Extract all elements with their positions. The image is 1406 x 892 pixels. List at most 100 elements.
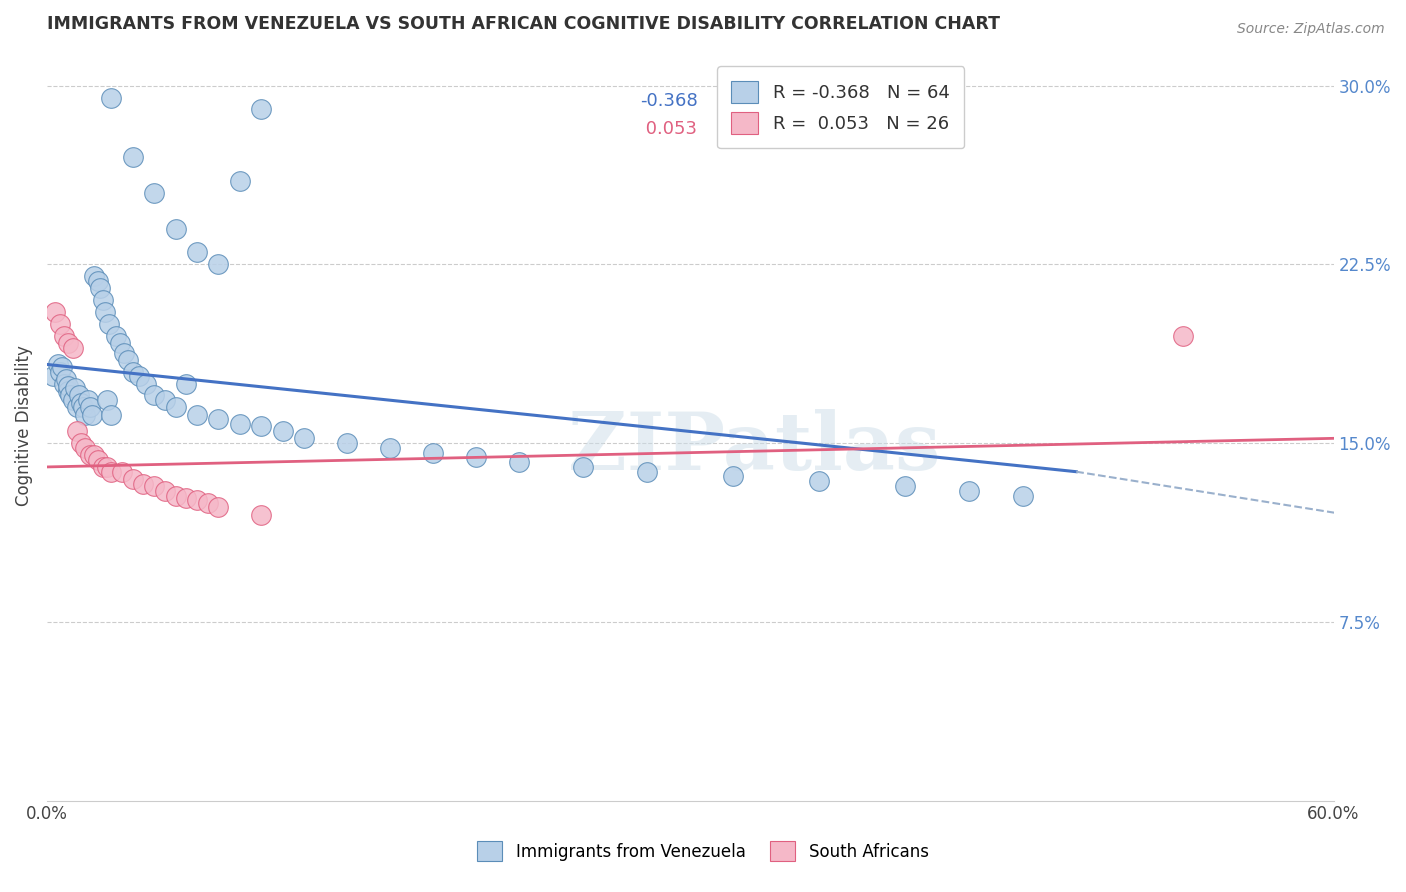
Point	[79, 448, 101, 462]
Point	[121, 472, 143, 486]
Point	[53, 329, 76, 343]
Point	[62, 341, 84, 355]
Point	[174, 376, 197, 391]
Text: 64: 64	[765, 92, 787, 110]
Point	[53, 376, 76, 391]
Point	[207, 257, 229, 271]
Point	[58, 336, 80, 351]
Point	[100, 465, 122, 479]
Point	[292, 431, 315, 445]
Point	[58, 384, 80, 398]
Point	[250, 419, 273, 434]
Point	[111, 465, 134, 479]
Point	[250, 508, 273, 522]
Point	[49, 365, 72, 379]
Point	[67, 388, 90, 402]
Point	[271, 424, 294, 438]
Point	[49, 317, 72, 331]
Point	[143, 186, 166, 200]
Point	[128, 369, 150, 384]
Point	[108, 336, 131, 351]
Point	[42, 369, 65, 384]
Point	[58, 379, 80, 393]
Point	[98, 317, 121, 331]
Point	[132, 476, 155, 491]
Point	[44, 305, 66, 319]
Point	[87, 452, 110, 467]
Point	[143, 388, 166, 402]
Point	[186, 245, 208, 260]
Point	[87, 274, 110, 288]
Point	[378, 441, 401, 455]
Point	[229, 417, 252, 431]
Point	[51, 359, 73, 374]
Point	[76, 393, 98, 408]
Point	[91, 459, 114, 474]
Text: ZIPatlas: ZIPatlas	[568, 409, 941, 487]
Point	[80, 408, 103, 422]
Point	[508, 455, 530, 469]
Point	[63, 381, 86, 395]
Point	[79, 401, 101, 415]
Point	[229, 174, 252, 188]
Point	[66, 424, 89, 438]
Point	[957, 483, 980, 498]
Text: IMMIGRANTS FROM VENEZUELA VS SOUTH AFRICAN COGNITIVE DISABILITY CORRELATION CHAR: IMMIGRANTS FROM VENEZUELA VS SOUTH AFRIC…	[46, 15, 1000, 33]
Point	[91, 293, 114, 307]
Point	[422, 445, 444, 459]
Point	[75, 408, 97, 422]
Point	[117, 352, 139, 367]
Point	[1173, 329, 1195, 343]
Point	[46, 358, 69, 372]
Point	[153, 483, 176, 498]
Point	[207, 500, 229, 515]
Point	[165, 221, 187, 235]
Point	[100, 90, 122, 104]
Point	[464, 450, 486, 465]
Point	[72, 401, 94, 415]
Point	[186, 408, 208, 422]
Y-axis label: Cognitive Disability: Cognitive Disability	[15, 345, 32, 506]
Point	[207, 412, 229, 426]
Point	[165, 489, 187, 503]
Point	[100, 408, 122, 422]
Text: 0.053: 0.053	[640, 120, 697, 138]
Point	[174, 491, 197, 505]
Point	[197, 496, 219, 510]
Point	[572, 459, 595, 474]
Point	[135, 376, 157, 391]
Point	[721, 469, 744, 483]
Point	[55, 372, 77, 386]
Point	[59, 388, 82, 402]
Text: Source: ZipAtlas.com: Source: ZipAtlas.com	[1237, 22, 1385, 37]
Point	[96, 393, 118, 408]
Point	[636, 465, 658, 479]
Point	[94, 305, 117, 319]
Point	[89, 281, 111, 295]
Point	[143, 479, 166, 493]
Point	[83, 448, 105, 462]
Text: 26: 26	[765, 120, 787, 138]
Point	[336, 436, 359, 450]
Point	[153, 393, 176, 408]
Point	[121, 150, 143, 164]
Legend: Immigrants from Venezuela, South Africans: Immigrants from Venezuela, South African…	[464, 828, 942, 875]
Point	[75, 441, 97, 455]
Point	[186, 493, 208, 508]
Point	[250, 103, 273, 117]
Legend: R = -0.368   N = 64, R =  0.053   N = 26: R = -0.368 N = 64, R = 0.053 N = 26	[717, 66, 965, 148]
Point	[96, 459, 118, 474]
Point	[1011, 489, 1033, 503]
Point	[83, 269, 105, 284]
Point	[121, 365, 143, 379]
Point	[70, 395, 93, 409]
Point	[66, 401, 89, 415]
Text: -0.368: -0.368	[640, 92, 697, 110]
Point	[807, 475, 830, 489]
Point	[165, 401, 187, 415]
Point	[112, 345, 135, 359]
Point	[62, 393, 84, 408]
Point	[893, 479, 915, 493]
Point	[104, 329, 127, 343]
Point	[70, 436, 93, 450]
